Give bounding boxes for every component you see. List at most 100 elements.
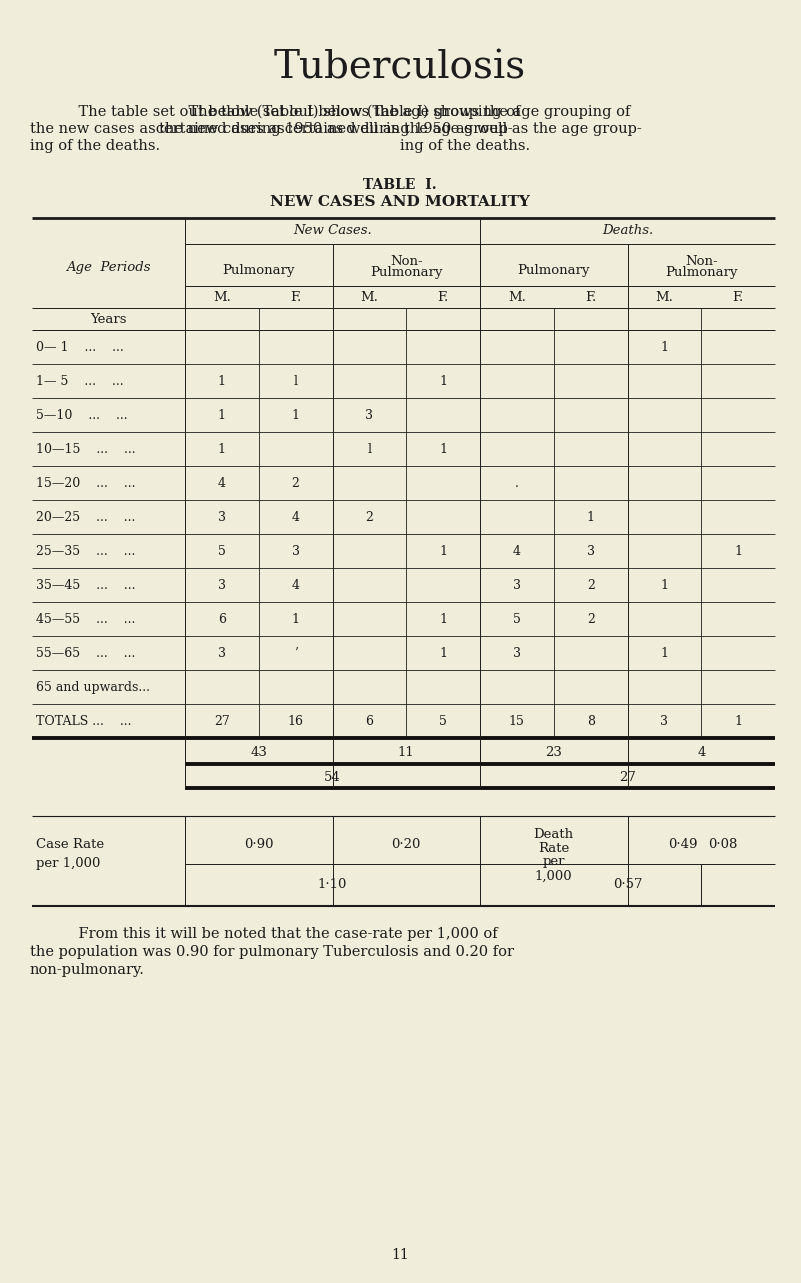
Text: per 1,000: per 1,000 (36, 857, 100, 870)
Text: 1: 1 (660, 341, 668, 354)
Text: 2: 2 (586, 613, 594, 626)
Text: F.: F. (290, 291, 301, 304)
Text: 0·57: 0·57 (613, 878, 642, 890)
Text: 6: 6 (365, 715, 373, 729)
Text: 4: 4 (513, 545, 521, 558)
Text: 4: 4 (292, 511, 300, 525)
Text: F.: F. (732, 291, 744, 304)
Text: 0— 1    ...    ...: 0— 1 ... ... (36, 341, 123, 354)
Text: 1: 1 (292, 613, 300, 626)
Text: F.: F. (585, 291, 596, 304)
Text: 3: 3 (586, 545, 594, 558)
Text: the new cases ascertained during 1950 as well as the age group-: the new cases ascertained during 1950 as… (159, 122, 642, 136)
Text: Non-: Non- (390, 255, 423, 268)
Text: 35—45    ...    ...: 35—45 ... ... (36, 579, 135, 593)
Text: TOTALS ...    ...: TOTALS ... ... (36, 715, 131, 729)
Text: 1: 1 (218, 443, 226, 457)
Text: 1: 1 (292, 409, 300, 422)
Text: ing of the deaths.: ing of the deaths. (30, 139, 160, 153)
Text: 3: 3 (365, 409, 373, 422)
Text: 2: 2 (292, 477, 300, 490)
Text: 1— 5    ...    ...: 1— 5 ... ... (36, 375, 123, 389)
Text: New Cases.: New Cases. (293, 225, 372, 237)
Text: F.: F. (437, 291, 449, 304)
Text: 20—25    ...    ...: 20—25 ... ... (36, 511, 135, 525)
Text: per: per (542, 856, 565, 869)
Text: 3: 3 (218, 511, 226, 525)
Text: 5: 5 (513, 613, 521, 626)
Text: l: l (368, 443, 372, 457)
Text: Pulmonary: Pulmonary (517, 263, 590, 277)
Text: From this it will be noted that the case-rate per 1,000 of: From this it will be noted that the case… (60, 928, 497, 940)
Text: Age  Periods: Age Periods (66, 260, 151, 273)
Text: 11: 11 (391, 1248, 409, 1262)
Text: Case Rate: Case Rate (36, 838, 104, 851)
Text: 45—55    ...    ...: 45—55 ... ... (36, 613, 135, 626)
Text: 10—15    ...    ...: 10—15 ... ... (36, 443, 135, 457)
Text: 2: 2 (586, 579, 594, 593)
Text: 1: 1 (735, 715, 742, 729)
Text: Pulmonary: Pulmonary (370, 266, 442, 280)
Text: M.: M. (213, 291, 231, 304)
Text: 1: 1 (439, 375, 447, 389)
Text: 1: 1 (439, 613, 447, 626)
Text: 3: 3 (660, 715, 668, 729)
Text: 1: 1 (586, 511, 594, 525)
Text: ’: ’ (294, 647, 297, 661)
Text: Deaths.: Deaths. (602, 225, 653, 237)
Text: NEW CASES AND MORTALITY: NEW CASES AND MORTALITY (270, 195, 530, 209)
Text: 23: 23 (545, 745, 562, 758)
Text: The table set out below (Table I) shows the age grouping of: The table set out below (Table I) shows … (60, 105, 521, 119)
Text: 3: 3 (513, 647, 521, 661)
Text: 0·08: 0·08 (709, 838, 738, 851)
Text: 5: 5 (439, 715, 447, 729)
Text: 1·10: 1·10 (318, 878, 347, 890)
Text: 4: 4 (292, 579, 300, 593)
Text: 0·20: 0·20 (392, 838, 421, 851)
Text: 6: 6 (218, 613, 226, 626)
Text: 1: 1 (218, 409, 226, 422)
Text: Non-: Non- (685, 255, 718, 268)
Text: 1: 1 (218, 375, 226, 389)
Text: .: . (515, 477, 519, 490)
Text: 55—65    ...    ...: 55—65 ... ... (36, 647, 135, 661)
Text: Years: Years (91, 313, 127, 326)
Text: Pulmonary: Pulmonary (665, 266, 738, 280)
Text: 0·49: 0·49 (669, 838, 698, 851)
Text: 8: 8 (586, 715, 594, 729)
Text: non-pulmonary.: non-pulmonary. (30, 964, 145, 976)
Text: 27: 27 (619, 771, 636, 784)
Text: Death: Death (533, 828, 574, 840)
Text: the population was 0.90 for pulmonary Tuberculosis and 0.20 for: the population was 0.90 for pulmonary Tu… (30, 946, 514, 958)
Text: 1: 1 (439, 545, 447, 558)
Text: 43: 43 (250, 745, 268, 758)
Text: 5—10    ...    ...: 5—10 ... ... (36, 409, 127, 422)
Text: 0·90: 0·90 (244, 838, 273, 851)
Text: 4: 4 (697, 745, 706, 758)
Text: 65 and upwards...: 65 and upwards... (36, 681, 150, 694)
Text: M.: M. (655, 291, 674, 304)
Text: Tuberculosis: Tuberculosis (274, 50, 526, 86)
Text: TABLE  I.: TABLE I. (363, 178, 437, 192)
Text: 11: 11 (398, 745, 415, 758)
Text: 1: 1 (660, 647, 668, 661)
Text: 3: 3 (218, 647, 226, 661)
Text: 15: 15 (509, 715, 525, 729)
Text: The table set out below (Table I) shows the age grouping of: The table set out below (Table I) shows … (170, 105, 630, 119)
Text: 1: 1 (439, 443, 447, 457)
Text: 5: 5 (218, 545, 226, 558)
Text: 1,000: 1,000 (535, 870, 573, 883)
Text: the new cases ascertained during 1950 as well as the age group-: the new cases ascertained during 1950 as… (30, 122, 513, 136)
Text: 15—20    ...    ...: 15—20 ... ... (36, 477, 135, 490)
Text: 25—35    ...    ...: 25—35 ... ... (36, 545, 135, 558)
Text: 4: 4 (218, 477, 226, 490)
Text: M.: M. (360, 291, 378, 304)
Text: 54: 54 (324, 771, 341, 784)
Text: 3: 3 (513, 579, 521, 593)
Text: ing of the deaths.: ing of the deaths. (400, 139, 530, 153)
Text: 1: 1 (735, 545, 742, 558)
Text: M.: M. (508, 291, 525, 304)
Text: l: l (294, 375, 298, 389)
Text: Pulmonary: Pulmonary (223, 263, 295, 277)
Text: Rate: Rate (538, 842, 570, 854)
